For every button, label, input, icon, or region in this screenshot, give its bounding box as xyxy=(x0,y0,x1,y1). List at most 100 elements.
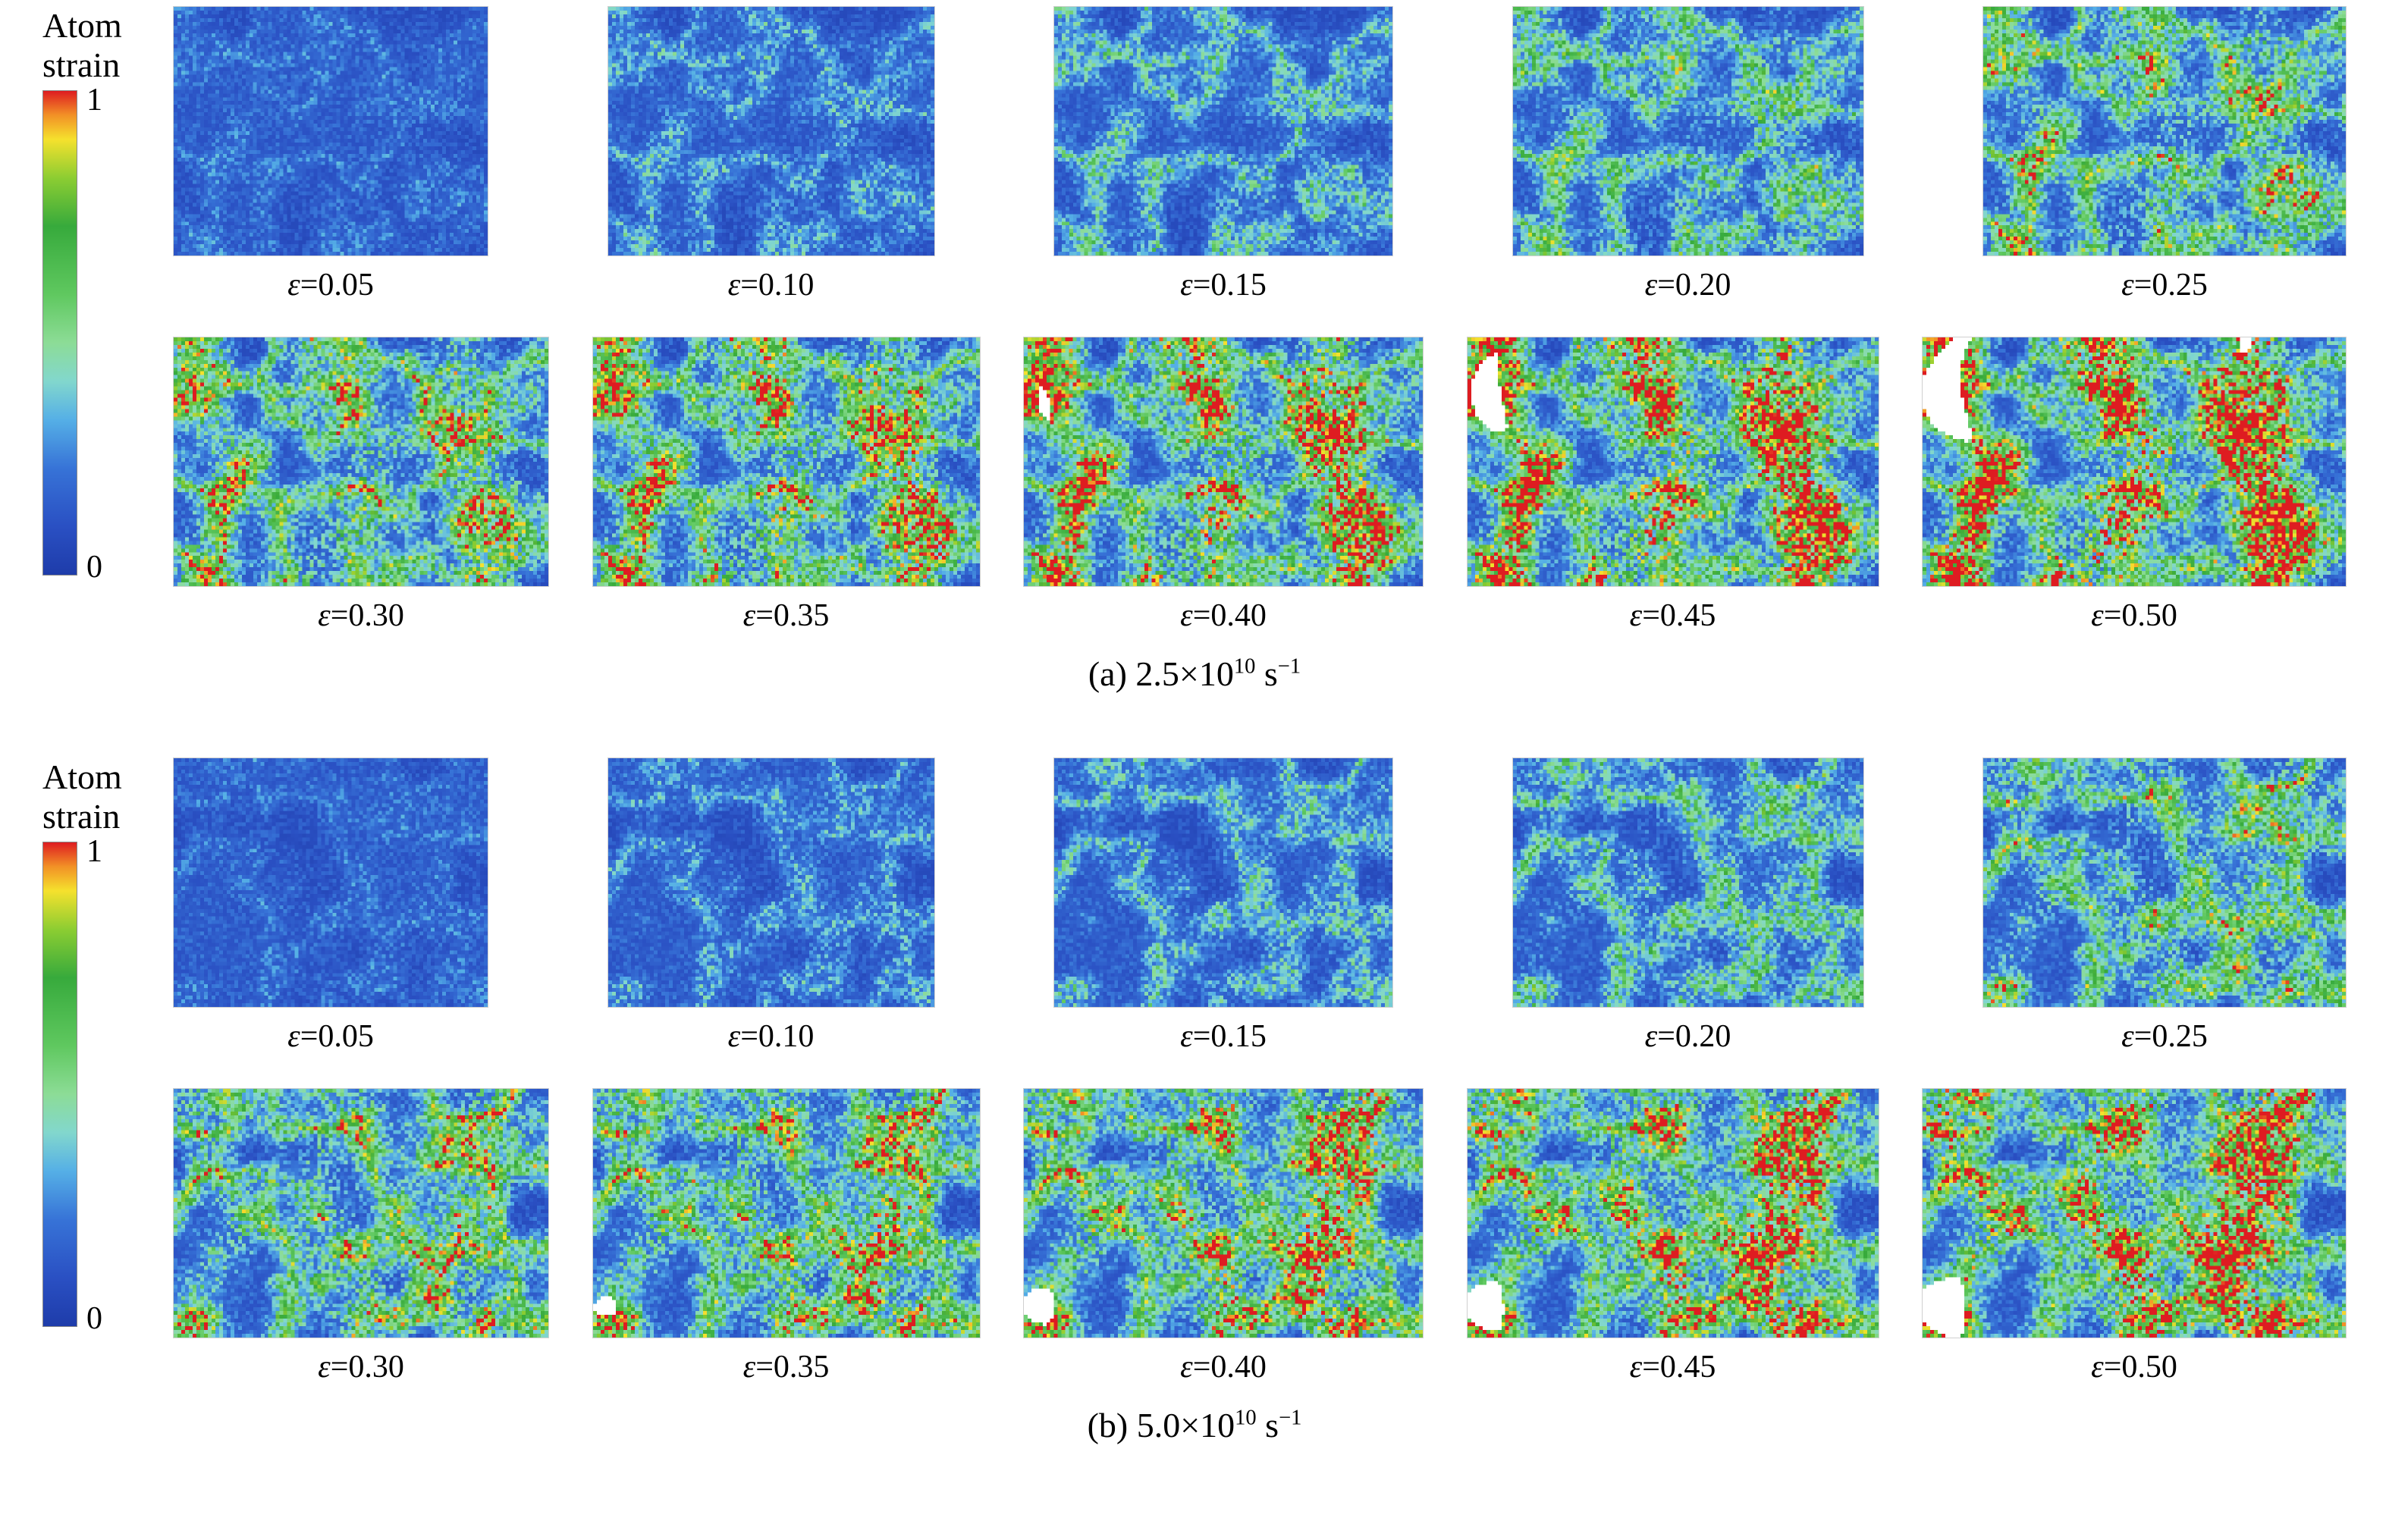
snapshot-row: ε=0.30 ε=0.35 ε=0.40 ε=0.45 ε=0.50 xyxy=(173,337,2347,634)
colorbar-tick-max: 1 xyxy=(86,83,102,118)
panel-a-caption: (a) 2.5×1010 s−1 xyxy=(0,654,2389,694)
colorbar-title-line2: strain xyxy=(42,796,121,836)
snapshot-canvas xyxy=(1512,757,1864,1008)
snapshot-strain-label: ε=0.35 xyxy=(592,597,981,634)
caption-unit-exponent: −1 xyxy=(1277,654,1301,679)
snapshot-strain-label: ε=0.15 xyxy=(1053,1018,1393,1055)
caption-exponent: 10 xyxy=(1235,1406,1257,1430)
strain-value: =0.45 xyxy=(1642,1350,1716,1385)
colorbar-b: Atom strain 1 0 xyxy=(0,757,173,1335)
snapshot-grid-a: ε=0.05 ε=0.10 ε=0.15 ε=0.20 ε=0.25 ε=0.30 ε=0.… xyxy=(173,6,2389,634)
epsilon-symbol: ε xyxy=(2121,1019,2134,1054)
caption-text: (b) 5.0×10 xyxy=(1087,1406,1235,1444)
epsilon-symbol: ε xyxy=(1644,268,1658,303)
strain-snapshot: ε=0.15 xyxy=(1053,757,1393,1055)
epsilon-symbol: ε xyxy=(742,598,756,633)
strain-snapshot: ε=0.35 xyxy=(592,337,981,634)
snapshot-strain-label: ε=0.30 xyxy=(173,1349,549,1385)
epsilon-symbol: ε xyxy=(727,1019,741,1054)
strain-snapshot: ε=0.30 xyxy=(173,1088,549,1385)
snapshot-strain-label: ε=0.25 xyxy=(1982,1018,2347,1055)
snapshot-grid-b: ε=0.05 ε=0.10 ε=0.15 ε=0.20 ε=0.25 ε=0.30 ε=0.… xyxy=(173,757,2389,1385)
snapshot-canvas xyxy=(592,337,981,587)
colorbar-title: Atom strain xyxy=(42,757,173,836)
snapshot-strain-label: ε=0.40 xyxy=(1023,1349,1424,1385)
strain-snapshot: ε=0.05 xyxy=(173,757,488,1055)
strain-value: =0.30 xyxy=(330,598,404,633)
strain-snapshot: ε=0.30 xyxy=(173,337,549,634)
snapshot-strain-label: ε=0.10 xyxy=(607,267,935,303)
strain-value: =0.45 xyxy=(1642,598,1716,633)
strain-value: =0.05 xyxy=(300,268,374,303)
strain-value: =0.35 xyxy=(755,598,830,633)
strain-snapshot: ε=0.50 xyxy=(1922,337,2347,634)
strain-snapshot: ε=0.35 xyxy=(592,1088,981,1385)
strain-value: =0.15 xyxy=(1192,268,1267,303)
strain-value: =0.40 xyxy=(1192,1350,1267,1385)
epsilon-symbol: ε xyxy=(2091,598,2104,633)
panel-b-caption: (b) 5.0×1010 s−1 xyxy=(0,1405,2389,1445)
colorbar-ticks: 1 0 xyxy=(86,836,102,1335)
strain-value: =0.50 xyxy=(2103,1350,2177,1385)
snapshot-canvas xyxy=(1023,1088,1424,1338)
snapshot-strain-label: ε=0.20 xyxy=(1512,267,1864,303)
snapshot-strain-label: ε=0.45 xyxy=(1467,597,1879,634)
snapshot-canvas xyxy=(1466,337,1879,587)
snapshot-canvas xyxy=(173,757,488,1008)
strain-snapshot: ε=0.10 xyxy=(607,6,935,303)
colorbar-title-line1: Atom xyxy=(42,6,122,45)
snapshot-strain-label: ε=0.05 xyxy=(173,1018,488,1055)
snapshot-row: ε=0.05 ε=0.10 ε=0.15 ε=0.20 ε=0.25 xyxy=(173,6,2347,303)
snapshot-strain-label: ε=0.15 xyxy=(1053,267,1393,303)
colorbar-body: 1 0 xyxy=(42,836,173,1335)
snapshot-canvas xyxy=(1023,337,1424,587)
strain-snapshot: ε=0.40 xyxy=(1023,1088,1424,1385)
snapshot-canvas xyxy=(173,1088,549,1338)
colorbar-title-line1: Atom xyxy=(42,757,122,796)
epsilon-symbol: ε xyxy=(742,1350,756,1385)
colorbar-gradient xyxy=(42,90,77,576)
strain-value: =0.10 xyxy=(740,268,815,303)
colorbar-tick-max: 1 xyxy=(86,834,102,870)
caption-unit: s xyxy=(1255,654,1278,693)
snapshot-canvas xyxy=(1053,757,1393,1008)
colorbar-gradient xyxy=(42,842,77,1328)
strain-snapshot: ε=0.50 xyxy=(1922,1088,2347,1385)
caption-unit: s xyxy=(1256,1406,1279,1444)
snapshot-canvas xyxy=(607,757,935,1008)
snapshot-canvas xyxy=(173,6,488,256)
snapshot-canvas xyxy=(1982,6,2347,256)
strain-snapshot: ε=0.25 xyxy=(1982,6,2347,303)
epsilon-symbol: ε xyxy=(727,268,741,303)
snapshot-canvas xyxy=(1922,1088,2347,1338)
strain-value: =0.35 xyxy=(755,1350,830,1385)
snapshot-strain-label: ε=0.10 xyxy=(607,1018,935,1055)
epsilon-symbol: ε xyxy=(2121,268,2134,303)
snapshot-strain-label: ε=0.50 xyxy=(1922,1349,2347,1385)
epsilon-symbol: ε xyxy=(1180,598,1193,633)
snapshot-strain-label: ε=0.40 xyxy=(1023,597,1424,634)
colorbar-ticks: 1 0 xyxy=(86,84,102,583)
snapshot-canvas xyxy=(1053,6,1393,256)
snapshot-strain-label: ε=0.45 xyxy=(1467,1349,1879,1385)
snapshot-canvas xyxy=(1512,6,1864,256)
panel-a: Atom strain 1 0 ε=0.05 ε=0.10 ε=0.15 ε=0.20… xyxy=(0,6,2389,694)
colorbar-a: Atom strain 1 0 xyxy=(0,6,173,583)
panel-a-main: Atom strain 1 0 ε=0.05 ε=0.10 ε=0.15 ε=0.20… xyxy=(0,6,2389,634)
epsilon-symbol: ε xyxy=(1180,268,1193,303)
strain-value: =0.40 xyxy=(1192,598,1267,633)
snapshot-canvas xyxy=(1466,1088,1879,1338)
strain-snapshot: ε=0.40 xyxy=(1023,337,1424,634)
snapshot-canvas xyxy=(173,337,549,587)
strain-value: =0.05 xyxy=(300,1019,374,1054)
epsilon-symbol: ε xyxy=(287,1019,300,1054)
strain-snapshot: ε=0.45 xyxy=(1466,1088,1879,1385)
colorbar-tick-min: 0 xyxy=(86,1301,102,1337)
panel-b: Atom strain 1 0 ε=0.05 ε=0.10 ε=0.15 ε=0.20… xyxy=(0,757,2389,1445)
strain-value: =0.10 xyxy=(740,1019,815,1054)
strain-snapshot: ε=0.25 xyxy=(1982,757,2347,1055)
colorbar-body: 1 0 xyxy=(42,84,173,583)
strain-value: =0.25 xyxy=(2133,1019,2208,1054)
strain-snapshot: ε=0.05 xyxy=(173,6,488,303)
